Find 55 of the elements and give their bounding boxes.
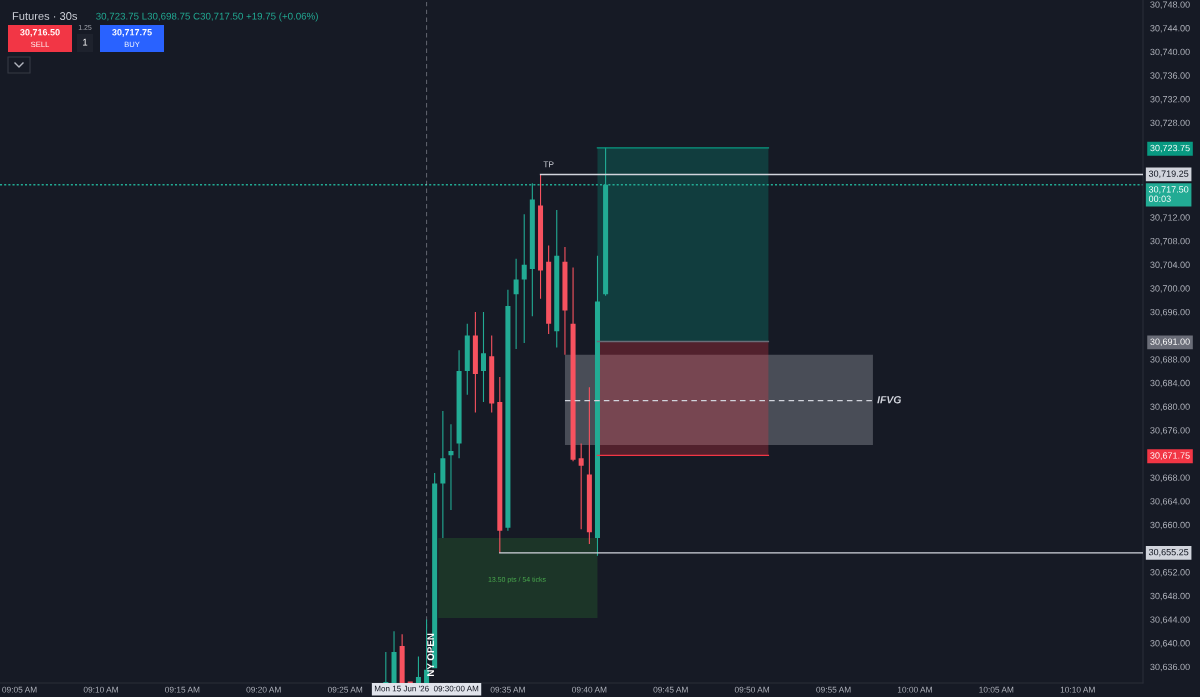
- x-tick-label: 09:50 AM: [734, 686, 770, 693]
- annotation: 30,716.50: [20, 29, 60, 37]
- y-tick-label: 30,723.75: [1150, 144, 1190, 153]
- candlestick: [391, 631, 397, 683]
- data-label: 30,719.25: [1148, 170, 1189, 178]
- data-label: 30,655.25: [1148, 548, 1189, 557]
- y-tick-label: 30,668.00: [1150, 474, 1190, 482]
- y-tick-label: 30,704.00: [1150, 261, 1190, 270]
- x-tick-label: 09:10 AM: [83, 686, 118, 693]
- y-tick-label: 30,671.75: [1150, 452, 1190, 460]
- y-tick-label: 30,640.00: [1150, 640, 1190, 648]
- x-tick-label: 09:25 AM: [327, 686, 363, 693]
- x-tick-label: 10:00 AM: [897, 686, 932, 693]
- y-tick-label: 30,648.00: [1150, 592, 1190, 601]
- series-label: TP: [543, 161, 554, 168]
- y-tick-label: 30,748.00: [1150, 1, 1190, 9]
- y-tick-label: 30,636.00: [1150, 663, 1190, 672]
- candlestick: [562, 246, 568, 355]
- ref-line-label: Mon 15 Jun '26 09:30:00 AM: [374, 685, 479, 692]
- text: Futures · 30s: [12, 12, 78, 20]
- y-tick-label: 30,696.00: [1150, 308, 1190, 317]
- y-tick-label: 30,700.00: [1150, 285, 1190, 293]
- series-label: IFVG: [877, 396, 902, 404]
- text: 30,723.75 L30,698.75 C30,717.50 +19.75 (+0.06%): [96, 12, 318, 22]
- x-tick-label: 10:05 AM: [979, 686, 1014, 693]
- x-tick-label: 09:55 AM: [816, 686, 851, 693]
- y-tick-label: 30,712.00: [1150, 214, 1190, 222]
- candlestick: [383, 651, 389, 683]
- x-tick-label: 09:45 AM: [653, 686, 688, 693]
- annotation: 1: [83, 38, 88, 46]
- y-tick-label: 30,652.00: [1150, 569, 1190, 577]
- annotation: NY OPEN: [427, 633, 435, 677]
- y-tick-label: 30,736.00: [1150, 72, 1190, 80]
- x-tick-label: 09:15 AM: [165, 686, 200, 693]
- y-tick-label: 30,744.00: [1150, 25, 1190, 33]
- y-tick-label: 30,644.00: [1150, 616, 1190, 624]
- y-tick-label: 30,728.00: [1150, 119, 1190, 128]
- x-tick-label: 09:35 AM: [490, 686, 525, 693]
- y-tick-label: 30,664.00: [1150, 498, 1190, 506]
- y-tick-label: 30,691.00: [1150, 338, 1190, 346]
- y-tick-label: 30,676.00: [1150, 427, 1190, 435]
- candlestick: [448, 424, 454, 511]
- y-tick-label: 30,660.00: [1150, 521, 1190, 530]
- annotation: 30,717.75: [112, 29, 152, 37]
- y-tick-label: 30,708.00: [1150, 237, 1190, 246]
- x-tick-label: 09:05 AM: [2, 686, 37, 693]
- y-tick-label: 30,732.00: [1150, 96, 1190, 104]
- y-tick-label: 30,680.00: [1150, 403, 1190, 411]
- ref-line-label: 30,717.50 00:03: [1148, 186, 1189, 203]
- y-tick-label: 30,688.00: [1150, 356, 1190, 364]
- x-tick-label: 10:10 AM: [1060, 686, 1095, 693]
- y-tick-label: 30,684.00: [1150, 379, 1190, 388]
- x-tick-label: 09:20 AM: [246, 686, 281, 693]
- x-tick-label: 09:40 AM: [572, 686, 607, 693]
- y-tick-label: 30,740.00: [1150, 48, 1190, 57]
